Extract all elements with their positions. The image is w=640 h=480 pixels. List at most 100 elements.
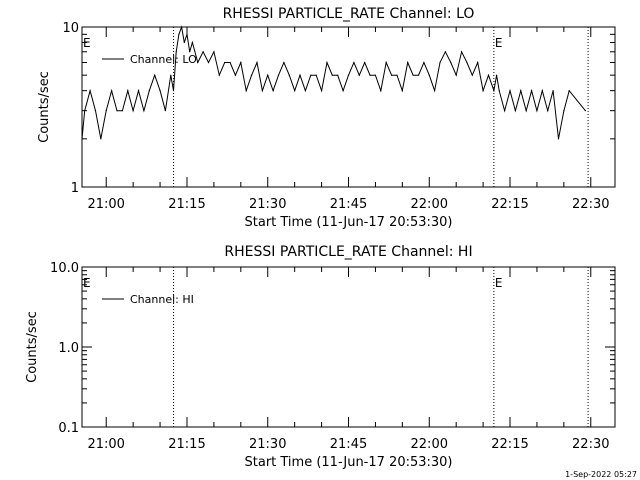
data-point xyxy=(493,90,495,92)
data-point xyxy=(202,51,204,53)
data-point xyxy=(568,90,570,92)
data-point xyxy=(137,90,140,92)
plot-frame xyxy=(81,26,616,188)
data-point xyxy=(181,26,183,28)
event-marker: E xyxy=(83,36,91,50)
data-point xyxy=(105,110,107,112)
x-tick-label: 22:30 xyxy=(572,197,609,212)
chart-panel-2: RHESSI PARTICLE_RATE Channel: HI 0.1 1.0 10… xyxy=(25,244,616,470)
data-point xyxy=(84,110,86,112)
y-tick-label: 1.0 xyxy=(58,341,79,356)
x-tick-label: 22:00 xyxy=(411,437,448,452)
data-point xyxy=(272,90,274,92)
data-point xyxy=(557,138,560,140)
data-point xyxy=(164,110,167,112)
x-tick-label: 21:15 xyxy=(168,437,205,452)
y-tick-label: 10 xyxy=(62,21,79,36)
data-point xyxy=(250,74,253,76)
data-point xyxy=(374,74,377,76)
x-tick-label: 21:00 xyxy=(87,197,124,212)
data-point xyxy=(460,51,463,53)
data-point xyxy=(495,74,498,76)
data-point xyxy=(412,74,414,76)
data-point xyxy=(358,74,360,76)
data-point xyxy=(450,61,452,64)
data-point xyxy=(178,33,180,35)
data-point xyxy=(245,90,247,92)
data-point xyxy=(407,61,409,64)
event-marker: E xyxy=(495,276,503,290)
data-point xyxy=(525,110,527,112)
event-marker: E xyxy=(83,276,91,290)
series-line xyxy=(81,25,586,139)
x-tick-label: 22:15 xyxy=(491,437,528,452)
data-point xyxy=(417,74,420,76)
data-point xyxy=(482,90,484,92)
data-point xyxy=(170,74,172,76)
data-point xyxy=(401,90,403,92)
data-point xyxy=(234,74,237,76)
data-point xyxy=(148,90,150,92)
data-point xyxy=(455,74,457,76)
data-point xyxy=(186,33,188,35)
data-point xyxy=(428,74,430,76)
data-point xyxy=(563,110,565,112)
x-tick-label: 21:45 xyxy=(330,437,367,452)
data-point xyxy=(487,74,490,76)
data-point xyxy=(552,90,554,92)
data-point xyxy=(277,74,280,76)
chart-title: RHESSI PARTICLE_RATE Channel: LO xyxy=(223,6,475,22)
data-point xyxy=(89,90,91,92)
legend-entry: Channel: LO xyxy=(130,53,197,66)
x-tick-label: 21:45 xyxy=(330,197,367,212)
x-tick-label: 21:15 xyxy=(168,197,205,212)
data-point xyxy=(320,90,323,92)
footer-timestamp: 1-Sep-2022 05:27 xyxy=(565,470,637,479)
y-tick-label: 1 xyxy=(71,181,79,196)
data-point xyxy=(143,110,145,112)
data-point xyxy=(385,61,387,64)
data-point xyxy=(240,61,242,64)
data-point xyxy=(353,61,355,64)
event-marker: E xyxy=(495,36,503,50)
data-point xyxy=(183,41,185,44)
legend-entry: Channel: HI xyxy=(130,293,194,306)
x-axis-label: Start Time (11-Jun-17 20:53:30) xyxy=(245,215,453,230)
data-point xyxy=(369,74,371,76)
x-tick-label: 21:30 xyxy=(249,437,286,452)
data-point xyxy=(331,74,333,76)
data-point xyxy=(530,90,533,92)
data-point xyxy=(294,90,296,92)
data-point xyxy=(444,51,447,53)
data-point xyxy=(466,61,468,64)
data-point xyxy=(121,110,123,112)
data-point xyxy=(498,90,500,92)
y-tick-label: 10.0 xyxy=(50,261,79,276)
data-point xyxy=(94,110,97,112)
data-point xyxy=(304,90,307,92)
y-axis-label: Counts/sec xyxy=(37,71,52,143)
data-point xyxy=(111,90,113,92)
data-point xyxy=(364,61,366,64)
data-point xyxy=(347,74,350,76)
data-point xyxy=(127,90,129,92)
data-point xyxy=(81,138,83,140)
x-tick-label: 22:00 xyxy=(411,197,448,212)
x-axis-label: Start Time (11-Jun-17 20:53:30) xyxy=(245,455,453,470)
data-point xyxy=(256,61,258,64)
data-point xyxy=(434,90,436,92)
chart-title: RHESSI PARTICLE_RATE Channel: HI xyxy=(224,244,472,260)
data-point xyxy=(541,90,543,92)
data-point xyxy=(197,61,199,64)
plot-frame xyxy=(81,266,616,428)
chart-panel-1: RHESSI PARTICLE_RATE Channel: LO 1 10 Count… xyxy=(37,6,616,230)
data-point xyxy=(283,61,285,64)
data-point xyxy=(520,90,522,92)
x-tick-label: 22:30 xyxy=(572,437,609,452)
data-point xyxy=(100,138,102,140)
data-point xyxy=(213,51,215,53)
x-tick-label: 22:15 xyxy=(491,197,528,212)
data-point xyxy=(175,51,177,53)
data-point xyxy=(584,110,586,112)
